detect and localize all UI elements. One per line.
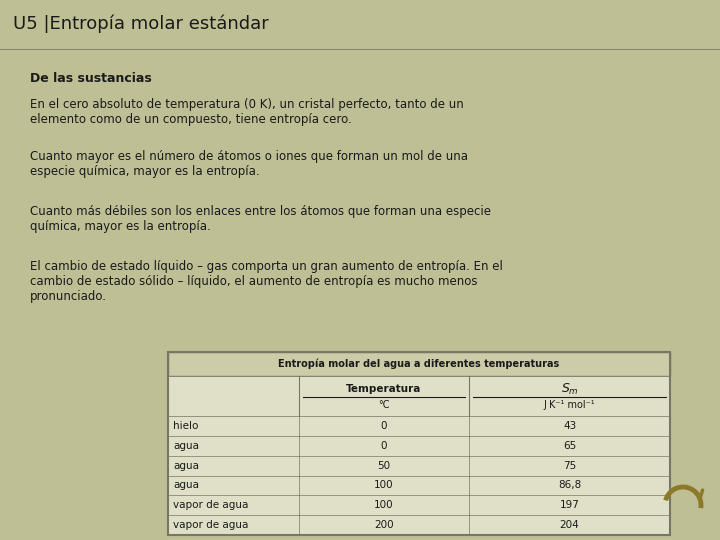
Bar bbox=[168, 515, 670, 535]
Bar bbox=[168, 436, 670, 456]
Text: agua: agua bbox=[173, 461, 199, 470]
Text: 100: 100 bbox=[374, 481, 394, 490]
Text: En el cero absoluto de temperatura (0 K), un cristal perfecto, tanto de un: En el cero absoluto de temperatura (0 K)… bbox=[30, 98, 464, 111]
Text: U5 |Entropía molar estándar: U5 |Entropía molar estándar bbox=[13, 15, 269, 33]
Text: vapor de agua: vapor de agua bbox=[173, 500, 248, 510]
Bar bbox=[168, 376, 670, 416]
Bar bbox=[168, 352, 670, 535]
Text: vapor de agua: vapor de agua bbox=[173, 520, 248, 530]
Text: 43: 43 bbox=[563, 421, 576, 431]
Text: química, mayor es la entropía.: química, mayor es la entropía. bbox=[30, 220, 211, 233]
Text: agua: agua bbox=[173, 441, 199, 451]
Text: Temperatura: Temperatura bbox=[346, 384, 421, 394]
Text: agua: agua bbox=[173, 481, 199, 490]
Bar bbox=[168, 476, 670, 495]
Text: °C: °C bbox=[378, 400, 390, 410]
Bar bbox=[168, 416, 670, 436]
Text: 86,8: 86,8 bbox=[558, 481, 581, 490]
Text: 65: 65 bbox=[563, 441, 576, 451]
Bar bbox=[168, 495, 670, 515]
Text: 75: 75 bbox=[563, 461, 576, 470]
Text: El cambio de estado líquido – gas comporta un gran aumento de entropía. En el: El cambio de estado líquido – gas compor… bbox=[30, 260, 503, 273]
Text: $S_m$: $S_m$ bbox=[561, 382, 579, 397]
Text: 50: 50 bbox=[377, 461, 390, 470]
Text: 204: 204 bbox=[559, 520, 580, 530]
Text: J K⁻¹ mol⁻¹: J K⁻¹ mol⁻¹ bbox=[544, 400, 595, 410]
Text: Cuanto más débiles son los enlaces entre los átomos que forman una especie: Cuanto más débiles son los enlaces entre… bbox=[30, 205, 491, 218]
Bar bbox=[168, 456, 670, 476]
Text: especie química, mayor es la entropía.: especie química, mayor es la entropía. bbox=[30, 165, 260, 178]
Text: De las sustancias: De las sustancias bbox=[30, 72, 152, 85]
Text: 100: 100 bbox=[374, 500, 394, 510]
Text: elemento como de un compuesto, tiene entropía cero.: elemento como de un compuesto, tiene ent… bbox=[30, 113, 352, 126]
Text: 0: 0 bbox=[381, 421, 387, 431]
Text: 197: 197 bbox=[559, 500, 580, 510]
Text: Entropía molar del agua a diferentes temperaturas: Entropía molar del agua a diferentes tem… bbox=[279, 359, 559, 369]
Text: pronunciado.: pronunciado. bbox=[30, 290, 107, 303]
Text: cambio de estado sólido – líquido, el aumento de entropía es mucho menos: cambio de estado sólido – líquido, el au… bbox=[30, 275, 477, 288]
Text: 0: 0 bbox=[381, 441, 387, 451]
Text: hielo: hielo bbox=[173, 421, 199, 431]
Bar bbox=[168, 352, 670, 376]
Text: Cuanto mayor es el número de átomos o iones que forman un mol de una: Cuanto mayor es el número de átomos o io… bbox=[30, 150, 468, 163]
Text: 200: 200 bbox=[374, 520, 394, 530]
